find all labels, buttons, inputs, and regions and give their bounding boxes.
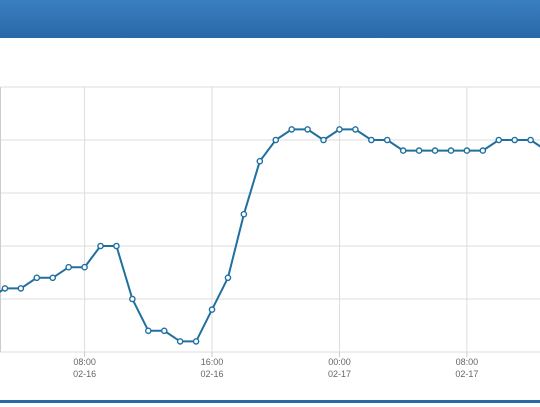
x-tick-label: 02-17 xyxy=(328,369,351,379)
data-point xyxy=(256,157,264,165)
data-point xyxy=(144,327,152,335)
x-tick-label: 02-16 xyxy=(73,369,96,379)
x-tick-label: 02-17 xyxy=(455,369,478,379)
data-point xyxy=(81,263,88,271)
data-point xyxy=(368,136,375,144)
plot xyxy=(0,126,540,345)
data-point xyxy=(49,274,57,282)
data-point xyxy=(352,126,359,133)
data-point xyxy=(527,136,534,144)
line xyxy=(0,128,540,343)
data-point xyxy=(113,242,120,250)
footer-bar xyxy=(0,400,540,403)
header-bar xyxy=(0,0,540,38)
data-point xyxy=(240,210,248,218)
data-point xyxy=(399,147,407,154)
data-point xyxy=(192,338,200,345)
data-point xyxy=(495,136,503,144)
x-tick-label: 00:00 xyxy=(328,357,351,367)
data-point xyxy=(288,126,295,133)
data-point xyxy=(320,136,327,144)
data-point xyxy=(208,306,216,313)
data-point xyxy=(33,274,41,282)
data-point xyxy=(160,327,168,335)
data-point xyxy=(431,147,439,154)
grid xyxy=(0,86,540,357)
data-point xyxy=(1,285,9,292)
data-point xyxy=(479,147,487,154)
data-point xyxy=(176,338,184,345)
data-point xyxy=(463,147,471,154)
x-tick-label: 16:00 xyxy=(201,357,224,367)
data-point xyxy=(415,147,423,154)
data-point xyxy=(65,263,72,271)
data-point xyxy=(97,242,104,250)
data-point xyxy=(224,274,232,282)
data-point xyxy=(304,126,311,133)
data-point xyxy=(17,285,25,292)
data-point xyxy=(129,295,136,303)
data-point xyxy=(511,136,518,144)
x-tick-label: 02-16 xyxy=(201,369,224,379)
data-point xyxy=(272,136,280,144)
data-point xyxy=(336,126,343,133)
data-point xyxy=(447,147,455,154)
data-point xyxy=(383,136,391,144)
x-tick-label: 08:00 xyxy=(456,357,479,367)
x-tick-label: 08:00 xyxy=(73,357,96,367)
